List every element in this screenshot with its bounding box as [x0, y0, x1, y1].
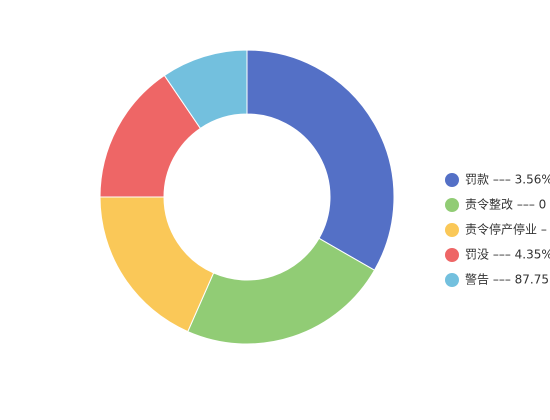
legend-marker[interactable]	[445, 248, 459, 262]
legend-label[interactable]: 罚款 ––– 3.56%	[465, 173, 550, 187]
legend-marker[interactable]	[445, 173, 459, 187]
legend-label[interactable]: 罚没 ––– 4.35%	[465, 247, 550, 262]
legend-label[interactable]: 责令整改 ––– 0	[465, 197, 546, 212]
slice	[163, 49, 248, 130]
slice	[246, 49, 395, 271]
legend-label[interactable]: 责令停产停业 –	[465, 222, 547, 237]
slice	[187, 237, 376, 345]
legend-marker[interactable]	[445, 273, 459, 287]
slice	[99, 196, 215, 333]
legend-marker[interactable]	[445, 223, 459, 237]
legend-label[interactable]: 警告 ––– 87.75	[465, 272, 549, 287]
legend-marker[interactable]	[445, 198, 459, 212]
